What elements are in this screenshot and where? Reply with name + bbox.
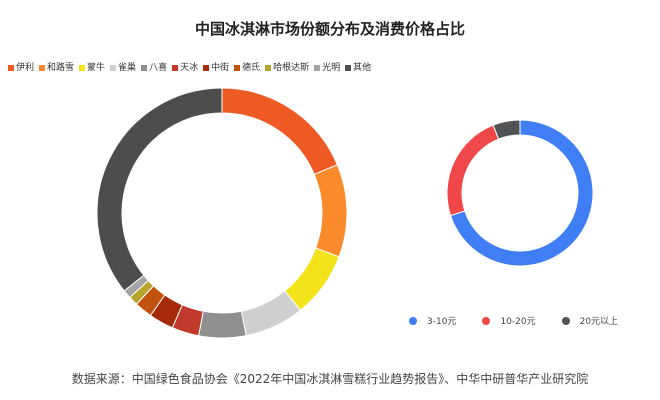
legend-label: 和路雪 bbox=[47, 63, 75, 73]
legend-swatch bbox=[314, 65, 321, 71]
price-share-slice-1 bbox=[446, 124, 500, 217]
legend-label: 雀巢 bbox=[118, 63, 137, 73]
legend-label: 八喜 bbox=[149, 63, 168, 73]
legend-swatch bbox=[141, 65, 148, 71]
legend-swatch bbox=[345, 65, 352, 71]
legend-swatch bbox=[172, 65, 179, 71]
legend-label: 光明 bbox=[322, 63, 341, 73]
legend-label: 3-10元 bbox=[427, 317, 457, 327]
legend-label: 天冰 bbox=[180, 63, 199, 73]
legend-item: 光明 bbox=[314, 63, 340, 73]
legend-item: 3-10元 bbox=[409, 314, 456, 327]
legend-dot bbox=[561, 316, 570, 325]
legend-item: 德氏 bbox=[234, 63, 260, 73]
legend-label: 伊利 bbox=[16, 63, 35, 73]
legend-swatch bbox=[39, 65, 46, 71]
price-share-slice-0 bbox=[449, 119, 594, 267]
legend-swatch bbox=[8, 65, 14, 71]
legend-swatch bbox=[234, 65, 241, 71]
legend-label: 德氏 bbox=[242, 63, 261, 73]
legend-item: 哈根达斯 bbox=[265, 63, 309, 73]
legend-item: 和路雪 bbox=[39, 63, 74, 73]
legend-item: 天冰 bbox=[172, 63, 198, 73]
legend-label: 10-20元 bbox=[500, 317, 536, 327]
legend-item: 八喜 bbox=[141, 63, 167, 73]
market-share-slice-10 bbox=[96, 87, 223, 292]
legend-label: 中街 bbox=[211, 63, 230, 73]
legend-swatch bbox=[265, 65, 272, 71]
legend-swatch bbox=[110, 65, 117, 71]
legend-label: 其他 bbox=[353, 63, 372, 73]
price-share-legend: 3-10元 10-20元 20元以上 bbox=[409, 314, 644, 327]
legend-item: 其他 bbox=[345, 63, 371, 73]
legend-label: 哈根达斯 bbox=[273, 63, 310, 73]
market-share-slice-1 bbox=[313, 164, 348, 258]
legend-item: 20元以上 bbox=[561, 314, 619, 327]
legend-item: 蒙牛 bbox=[79, 63, 105, 73]
legend-item: 10-20元 bbox=[482, 314, 536, 327]
legend-swatch bbox=[79, 65, 86, 71]
legend-item: 伊利 bbox=[8, 63, 34, 73]
market-share-legend: 伊利 和路雪 蒙牛 雀巢 八喜 天冰 中街 德氏 哈根达斯 光明 其他 bbox=[8, 63, 376, 73]
price-share-donut bbox=[446, 119, 594, 267]
legend-label: 20元以上 bbox=[579, 317, 619, 327]
market-share-slice-4 bbox=[197, 310, 247, 339]
market-share-slice-0 bbox=[221, 87, 338, 176]
chart-title: 中国冰淇淋市场份额分布及消费价格占比 bbox=[194, 20, 465, 38]
legend-item: 中街 bbox=[203, 63, 229, 73]
legend-label: 蒙牛 bbox=[87, 63, 106, 73]
legend-swatch bbox=[203, 65, 210, 71]
source-note: 数据来源：中国绿色食品协会《2022年中国冰淇淋雪糕行业趋势报告》、中华中研普华… bbox=[71, 372, 589, 386]
price-share-slice-2 bbox=[492, 119, 521, 140]
market-share-donut bbox=[96, 87, 348, 339]
legend-dot bbox=[409, 316, 417, 325]
legend-dot bbox=[482, 316, 491, 325]
legend-item: 雀巢 bbox=[110, 63, 136, 73]
